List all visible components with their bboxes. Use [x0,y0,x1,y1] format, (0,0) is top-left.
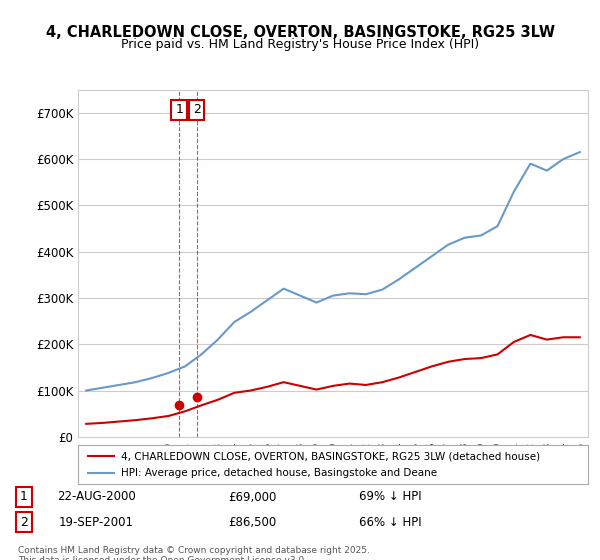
Text: 1: 1 [20,491,28,503]
Text: 1: 1 [175,104,183,116]
Text: £86,500: £86,500 [228,516,276,529]
Text: Price paid vs. HM Land Registry's House Price Index (HPI): Price paid vs. HM Land Registry's House … [121,38,479,50]
Text: 4, CHARLEDOWN CLOSE, OVERTON, BASINGSTOKE, RG25 3LW (detached house): 4, CHARLEDOWN CLOSE, OVERTON, BASINGSTOK… [121,451,541,461]
Text: 4, CHARLEDOWN CLOSE, OVERTON, BASINGSTOKE, RG25 3LW: 4, CHARLEDOWN CLOSE, OVERTON, BASINGSTOK… [46,25,554,40]
Text: 19-SEP-2001: 19-SEP-2001 [59,516,133,529]
Text: 2: 2 [193,104,201,116]
Text: 2: 2 [20,516,28,529]
Text: HPI: Average price, detached house, Basingstoke and Deane: HPI: Average price, detached house, Basi… [121,468,437,478]
Text: 66% ↓ HPI: 66% ↓ HPI [359,516,421,529]
Text: 22-AUG-2000: 22-AUG-2000 [56,491,136,503]
Text: 69% ↓ HPI: 69% ↓ HPI [359,491,421,503]
Text: Contains HM Land Registry data © Crown copyright and database right 2025.
This d: Contains HM Land Registry data © Crown c… [18,546,370,560]
Text: £69,000: £69,000 [228,491,276,503]
